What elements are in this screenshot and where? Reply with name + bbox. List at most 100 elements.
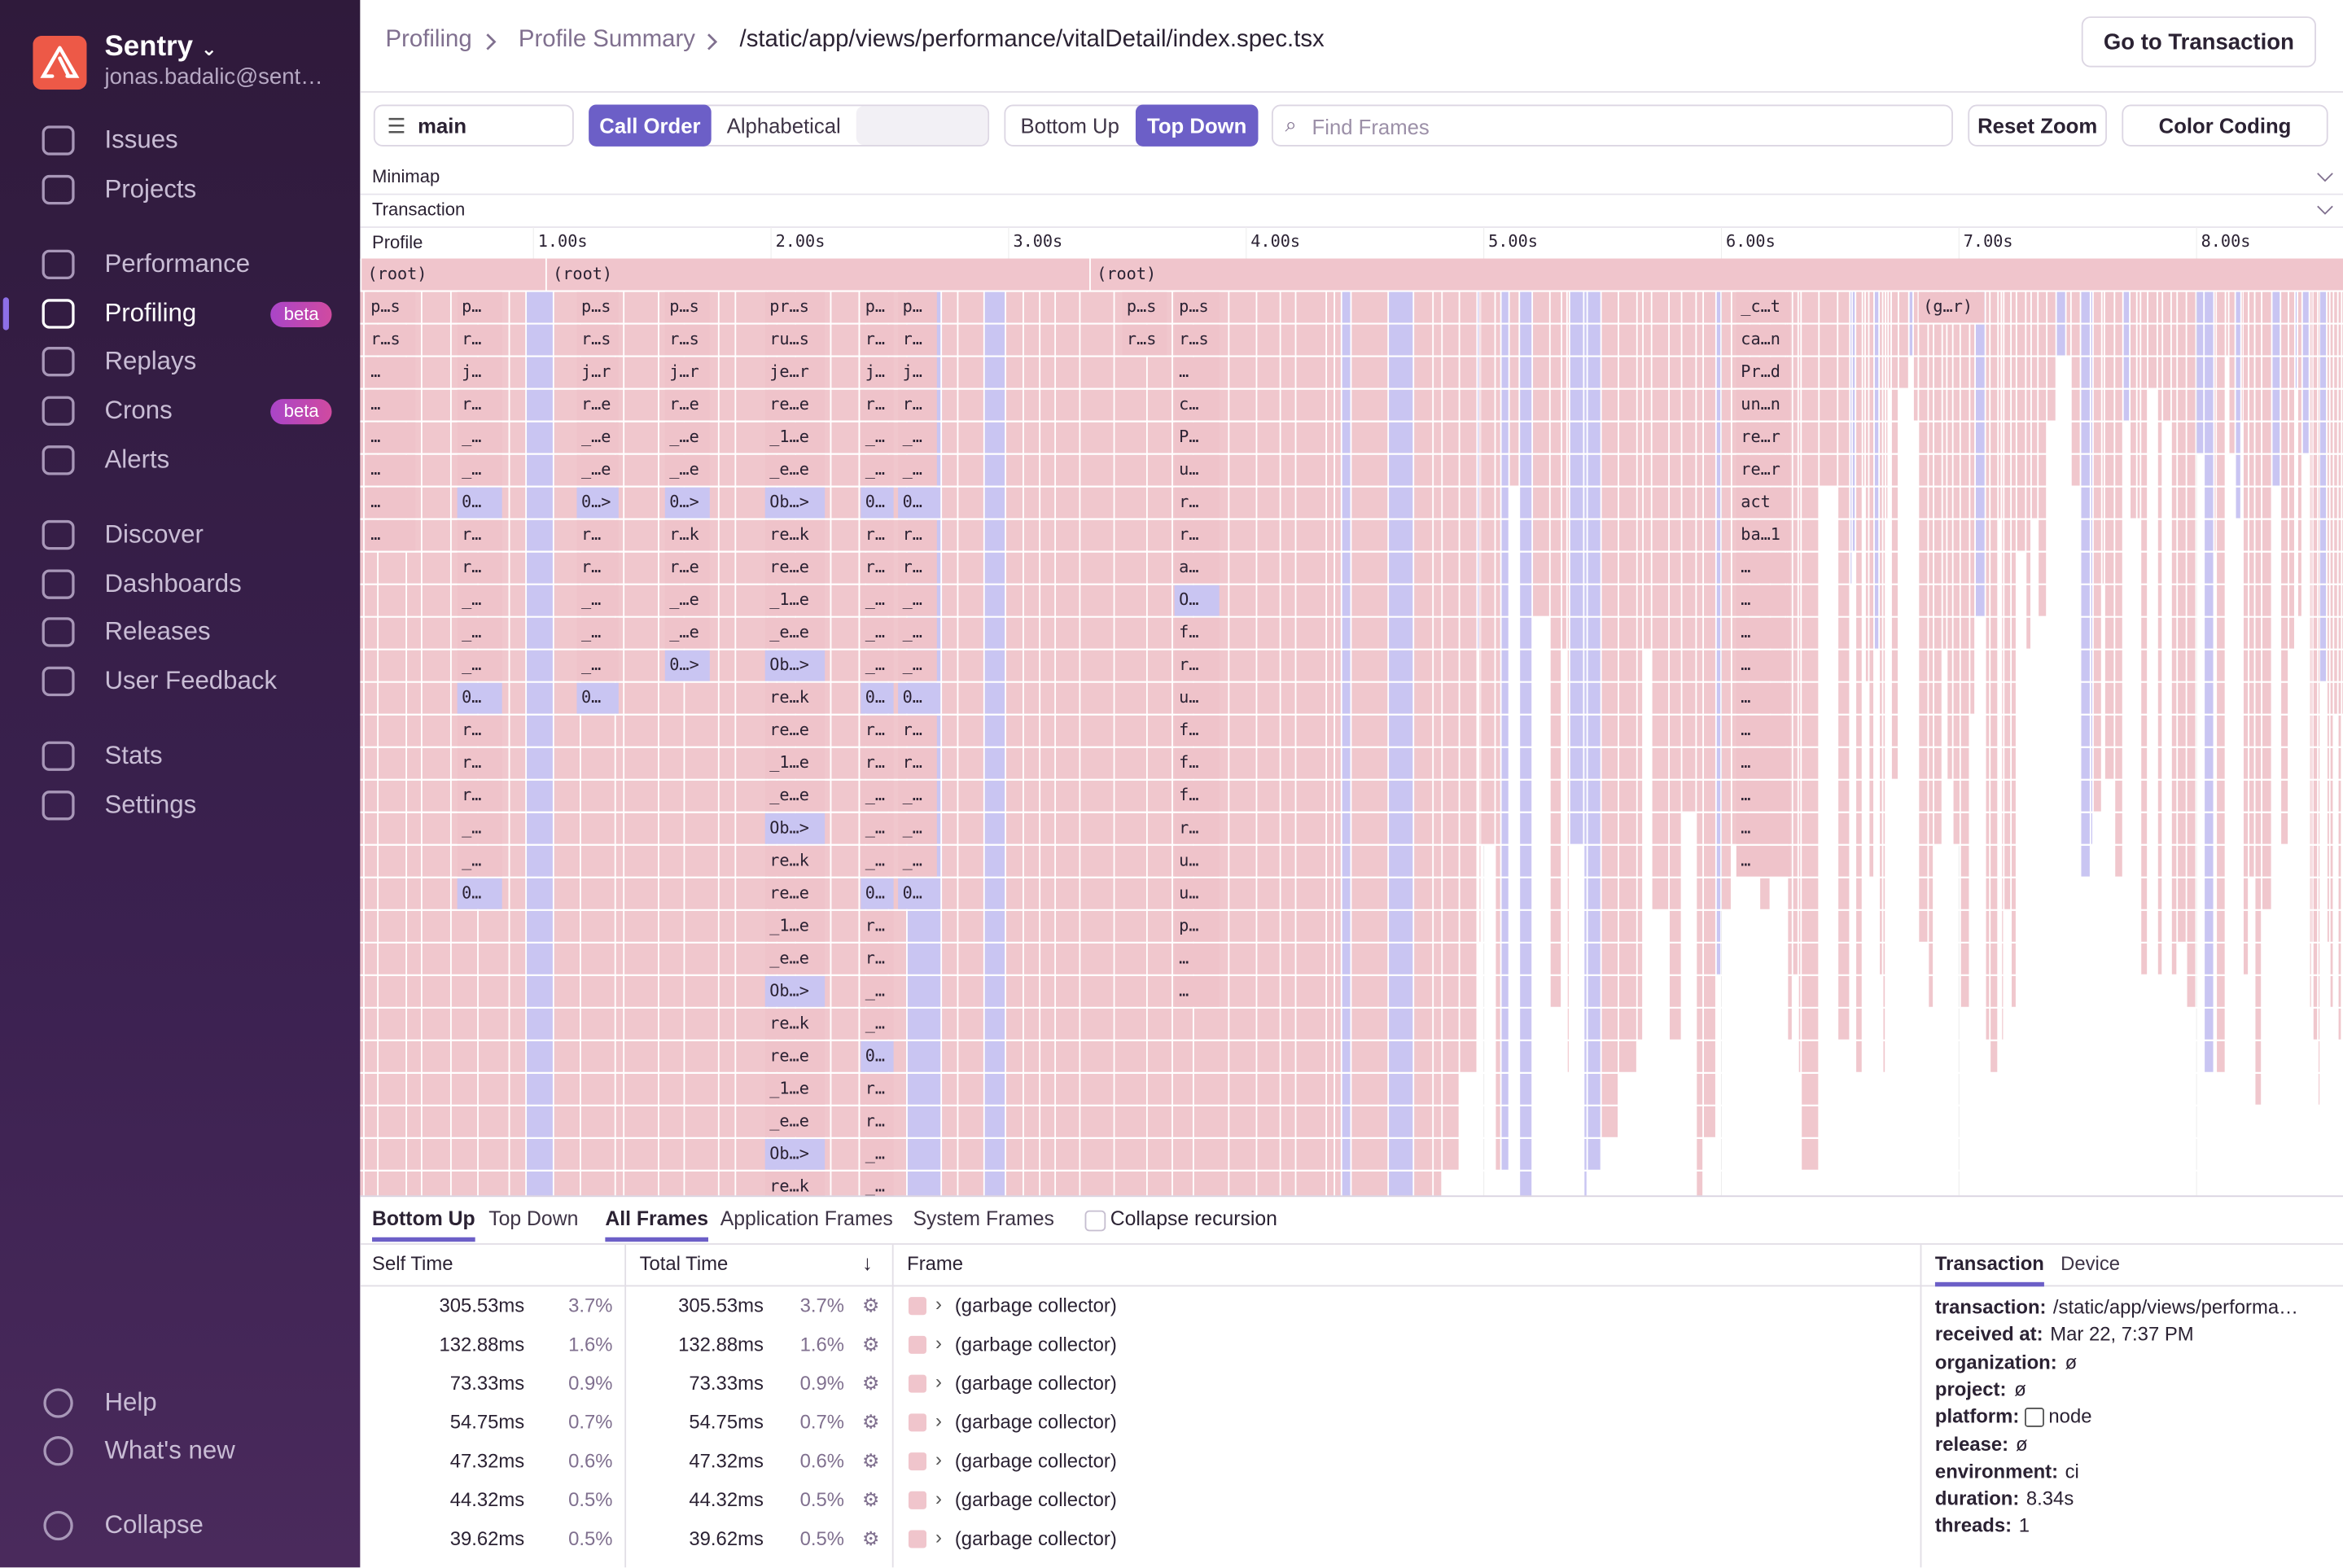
detail-key: duration: [1935, 1487, 2019, 1509]
breadcrumb[interactable]: Profile Summary [519, 27, 695, 54]
frame-label: _… [865, 655, 885, 674]
frame-label: _…e [669, 589, 699, 609]
sidebar: Sentry ⌄ jonas.badalic@sent… Issues Proje… [0, 0, 360, 1567]
checkbox[interactable] [1085, 1211, 1106, 1232]
org-name[interactable]: Sentry ⌄ [104, 32, 217, 64]
frame-label: r… [865, 394, 885, 414]
time-tick: 2.00s [776, 231, 826, 251]
frame-column [2236, 291, 2240, 519]
nav-icon [41, 567, 77, 602]
nav-icon [41, 172, 77, 208]
frame-label: r… [462, 524, 481, 544]
chevron [708, 34, 716, 49]
frame-label: … [1179, 948, 1189, 967]
breadcrumb[interactable]: Profiling [386, 27, 472, 54]
frame-label: 0…> [669, 492, 699, 511]
frame-column [2131, 291, 2136, 519]
nav-item[interactable]: Profiling [104, 299, 196, 329]
nav-badge: beta [270, 302, 332, 327]
panel-tab[interactable]: Application Frames [720, 1207, 893, 1230]
nav-item[interactable]: Replays [104, 347, 196, 377]
nav-icon [41, 787, 77, 823]
search-input[interactable]: Find Frames⌕ [1272, 104, 1953, 146]
nav-item[interactable]: Performance [104, 250, 250, 280]
frame-label: _… [865, 427, 885, 446]
frame-column [958, 291, 983, 1196]
nav-item[interactable]: Stats [104, 741, 162, 771]
logo [33, 36, 86, 90]
segment-button[interactable]: Alphabetical [712, 104, 856, 146]
user-email: jonas.badalic@sent… [104, 64, 322, 90]
frame-settings-icon[interactable]: ⚙ [862, 1449, 879, 1473]
column-header[interactable]: Self Time [372, 1252, 453, 1275]
frame-label: _… [865, 850, 885, 869]
color-coding-button[interactable]: Color Coding [2122, 104, 2328, 146]
go-to-transaction-button[interactable]: Go to Transaction [2082, 16, 2316, 67]
nav-item[interactable]: Settings [104, 791, 196, 821]
footer-item[interactable]: Collapse [104, 1511, 203, 1541]
reset-zoom-button[interactable]: Reset Zoom [1968, 104, 2107, 146]
frame-settings-icon[interactable]: ⚙ [862, 1411, 879, 1434]
frame-label: _… [462, 817, 481, 837]
segment-button[interactable]: Bottom Up [1004, 104, 1136, 146]
nav-item[interactable]: Projects [104, 175, 196, 205]
frame-label: r… [462, 720, 481, 739]
nav-icon [41, 393, 77, 429]
frame-label: p… [865, 296, 885, 316]
details-tab[interactable]: Device [2061, 1252, 2120, 1275]
panel-tab[interactable]: Top Down [488, 1207, 578, 1230]
column-header[interactable]: Total Time [640, 1252, 729, 1275]
nav-item[interactable]: Crons [104, 396, 172, 426]
nav-icon [41, 123, 77, 159]
frame-column [1653, 291, 1669, 910]
time-tick: 4.00s [1250, 231, 1300, 251]
frame-settings-icon[interactable]: ⚙ [862, 1333, 879, 1356]
panel-tab[interactable]: System Frames [913, 1207, 1053, 1230]
footer-item[interactable]: What's new [104, 1436, 234, 1466]
expand-chevron[interactable]: › [935, 1526, 942, 1548]
frame-label: _… [462, 589, 481, 609]
frame-settings-icon[interactable]: ⚙ [862, 1488, 879, 1512]
footer-item[interactable]: Help [104, 1388, 156, 1418]
frame-name: (garbage collector) [955, 1527, 1117, 1550]
expand-chevron[interactable]: › [935, 1448, 942, 1471]
frame-settings-icon[interactable]: ⚙ [862, 1372, 879, 1395]
thread-select[interactable]: ☰main [374, 104, 574, 146]
details-tab[interactable]: Transaction [1935, 1252, 2044, 1286]
nav-item[interactable]: Issues [104, 125, 177, 155]
panel-tab[interactable]: All Frames [605, 1207, 708, 1242]
frame-label: u… [1179, 687, 1198, 707]
frame-label: re…k [769, 687, 809, 707]
nav-icon [41, 664, 77, 699]
panel-tab[interactable]: Bottom Up [372, 1207, 475, 1242]
frame-label: r… [462, 329, 481, 348]
time-tick: 7.00s [1964, 231, 2013, 251]
segment-button[interactable]: Call Order [589, 104, 712, 146]
frame-name: (garbage collector) [955, 1294, 1117, 1317]
nav-item[interactable]: Alerts [104, 445, 169, 475]
column-header[interactable]: Frame [907, 1252, 963, 1275]
platform-icon [2025, 1408, 2044, 1427]
thread-label: main [418, 113, 466, 137]
expand-chevron[interactable]: › [935, 1331, 942, 1354]
frame-label: r… [1179, 817, 1198, 837]
nav-item[interactable]: Releases [104, 617, 210, 647]
table-cell: 44.32ms [689, 1488, 764, 1511]
frame-settings-icon[interactable]: ⚙ [862, 1527, 879, 1551]
frame-label: … [1741, 589, 1750, 609]
frame-settings-icon[interactable]: ⚙ [862, 1294, 879, 1318]
frame-label: _e…e [769, 948, 809, 967]
frame-label: 0… [865, 1045, 885, 1065]
expand-chevron[interactable]: › [935, 1370, 942, 1393]
detail-value: 1 [2019, 1514, 2030, 1537]
nav-item[interactable]: Dashboards [104, 569, 241, 599]
expand-chevron[interactable]: › [935, 1293, 942, 1316]
nav-item[interactable]: Discover [104, 520, 203, 550]
nav-item[interactable]: User Feedback [104, 667, 277, 697]
frame-label: _… [865, 980, 885, 1000]
frame-label: _… [581, 655, 601, 674]
segment-button[interactable]: Top Down [1136, 104, 1259, 146]
expand-chevron[interactable]: › [935, 1409, 942, 1432]
expand-chevron[interactable]: › [935, 1487, 942, 1509]
frame-swatch [909, 1413, 926, 1431]
